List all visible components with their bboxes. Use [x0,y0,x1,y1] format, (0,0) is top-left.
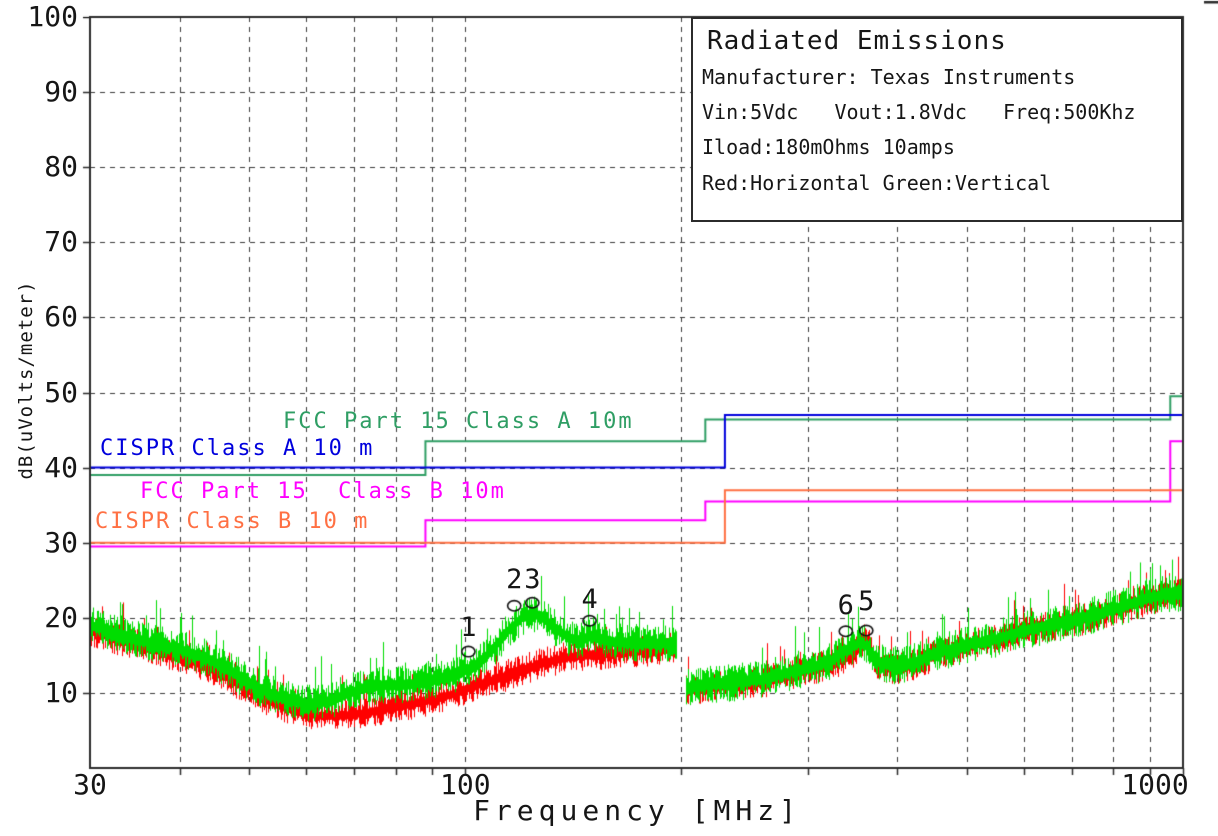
info-box: Radiated Emissions Manufacturer: Texas I… [691,17,1183,222]
limit-label-fcc-part-15-class-a-10m: FCC Part 15 Class A 10m [283,409,634,434]
y-tick-label-30: 30 [44,525,78,559]
marker-label-2: 2 [506,564,523,595]
x-tick-label-100: 100 [439,768,491,801]
info-line-manufacturer: Manufacturer: Texas Instruments [702,65,1076,89]
marker-label-5: 5 [858,586,875,617]
limit-label-cispr-class-b-10-m: CISPR Class B 10 m [95,509,370,534]
y-tick-label-10: 10 [44,675,78,709]
y-tick-label-60: 60 [44,300,78,334]
x-tick-label-30: 30 [73,768,107,801]
limit-label-fcc-part-15-class-b-10m: FCC Part 15 Class B 10m [140,479,506,504]
y-tick-label-50: 50 [44,375,78,409]
info-box-title: Radiated Emissions [707,26,1007,56]
marker-label-6: 6 [837,590,854,621]
marker-label-3: 3 [524,564,541,595]
info-line-electrical: Vin:5Vdc Vout:1.8Vdc Freq:500Khz [702,100,1136,124]
x-tick-label-1000: 1000 [1121,768,1189,801]
limit-label-cispr-class-a-10-m: CISPR Class A 10 m [100,436,375,461]
info-line-trace-legend: Red:Horizontal Green:Vertical [702,171,1052,195]
y-tick-label-70: 70 [44,225,78,259]
y-tick-label-40: 40 [44,450,78,484]
y-tick-label-20: 20 [44,600,78,634]
y-tick-label-80: 80 [44,150,78,184]
marker-label-4: 4 [581,584,598,615]
y-tick-label-90: 90 [44,75,78,109]
info-line-load: Iload:180mOhms 10amps [702,135,955,159]
y-tick-label-100: 100 [27,0,78,33]
marker-label-1: 1 [460,612,477,643]
x-axis-title: Frequency [MHz] [473,794,801,827]
